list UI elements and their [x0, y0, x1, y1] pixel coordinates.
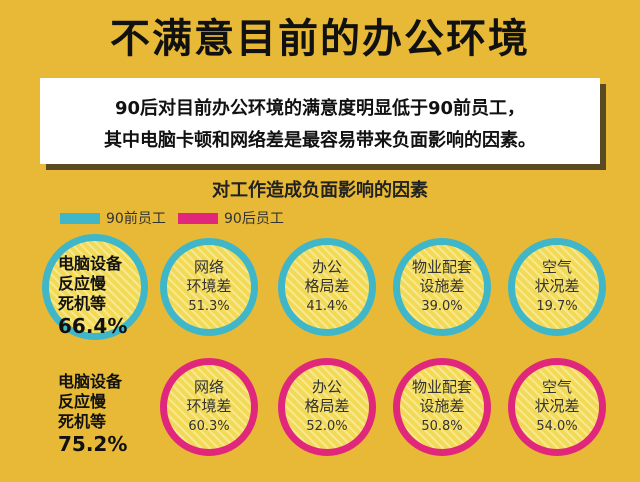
lead-value: 66.4% — [58, 314, 128, 338]
factor-value: 54.0% — [536, 419, 578, 434]
legend-item-post90: 90后员工 — [178, 208, 284, 228]
summary-line-2: 其中电脑卡顿和网络差是最容易带来负面影响的因素。 — [104, 130, 536, 151]
row-post90: 电脑设备 反应慢 死机等 75.2% 网络 环境差 60.3% 办公 格局差 5… — [0, 356, 640, 468]
factor-value: 52.0% — [306, 419, 348, 434]
factor-circle-computer-pre90 — [42, 234, 148, 340]
factor-circle-air-post90: 空气 状况差 54.0% — [508, 358, 606, 456]
factor-value: 60.3% — [188, 419, 230, 434]
lead-label-post90: 电脑设备 反应慢 死机等 75.2% — [58, 372, 150, 456]
lead-label-pre90: 电脑设备 反应慢 死机等 66.4% — [58, 254, 150, 338]
factor-label: 设施差 — [419, 397, 465, 415]
factor-label: 办公 — [311, 378, 342, 396]
lead-line: 反应慢 — [58, 392, 107, 411]
factor-label: 格局差 — [304, 277, 350, 295]
chart-title: 对工作造成负面影响的因素 — [212, 180, 428, 201]
legend-label-pre90: 90前员工 — [106, 211, 166, 227]
factor-value: 41.4% — [306, 299, 348, 314]
lead-line: 反应慢 — [58, 274, 107, 293]
lead-line: 死机等 — [58, 412, 107, 431]
factor-label: 网络 — [193, 258, 224, 276]
factor-label: 空气 — [541, 258, 572, 276]
factor-circle-facilities-post90: 物业配套 设施差 50.8% — [393, 358, 491, 456]
factor-circle-network-pre90: 网络 环境差 51.3% — [160, 238, 258, 336]
row-pre90: 电脑设备 反应慢 死机等 66.4% 网络 环境差 51.3% 办公 格局差 4… — [0, 234, 640, 348]
page-title: 不满意目前的办公环境 — [110, 16, 530, 62]
legend-swatch-pre90 — [60, 212, 100, 224]
factor-circle-layout-post90: 办公 格局差 52.0% — [278, 358, 376, 456]
factor-value: 50.8% — [421, 419, 463, 434]
factor-value: 39.0% — [421, 299, 463, 314]
legend-item-pre90: 90前员工 — [60, 208, 166, 228]
factor-label: 办公 — [311, 258, 342, 276]
legend-label-post90: 90后员工 — [224, 211, 284, 227]
factor-circle-air-pre90: 空气 状况差 19.7% — [508, 238, 606, 336]
factor-value: 19.7% — [536, 299, 578, 314]
factor-label: 格局差 — [304, 397, 350, 415]
factor-label: 空气 — [541, 378, 572, 396]
factor-label: 状况差 — [534, 397, 580, 415]
summary-banner: 90后对目前办公环境的满意度明显低于90前员工， 其中电脑卡顿和网络差是最容易带… — [40, 78, 600, 164]
summary-line-1: 90后对目前办公环境的满意度明显低于90前员工， — [114, 98, 526, 119]
factor-value: 51.3% — [188, 299, 230, 314]
legend-swatch-post90 — [178, 212, 218, 224]
lead-line: 电脑设备 — [58, 372, 123, 391]
factor-label: 状况差 — [534, 277, 580, 295]
factor-circle-facilities-pre90: 物业配套 设施差 39.0% — [393, 238, 491, 336]
factor-label: 物业配套 — [411, 378, 472, 396]
lead-value: 75.2% — [58, 432, 128, 456]
factor-circle-network-post90: 网络 环境差 60.3% — [160, 358, 258, 456]
factor-label: 环境差 — [186, 397, 232, 415]
factor-label: 网络 — [193, 378, 224, 396]
factor-label: 设施差 — [419, 277, 465, 295]
factor-circle-layout-pre90: 办公 格局差 41.4% — [278, 238, 376, 336]
factor-label: 环境差 — [186, 277, 232, 295]
factor-label: 物业配套 — [411, 258, 472, 276]
lead-line: 死机等 — [58, 294, 107, 313]
lead-line: 电脑设备 — [58, 254, 123, 273]
